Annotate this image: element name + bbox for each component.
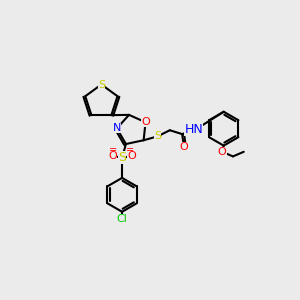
- Text: O: O: [179, 142, 188, 152]
- Text: HN: HN: [184, 123, 203, 136]
- Text: O: O: [141, 117, 150, 127]
- Text: N: N: [113, 123, 121, 133]
- Text: Cl: Cl: [117, 214, 128, 224]
- Text: O: O: [127, 151, 136, 161]
- Text: S: S: [154, 131, 161, 141]
- Text: =: =: [109, 145, 117, 155]
- Text: O: O: [109, 151, 117, 161]
- Text: S: S: [98, 80, 105, 89]
- Text: S: S: [118, 152, 126, 164]
- Text: O: O: [218, 147, 226, 157]
- Text: =: =: [126, 145, 134, 155]
